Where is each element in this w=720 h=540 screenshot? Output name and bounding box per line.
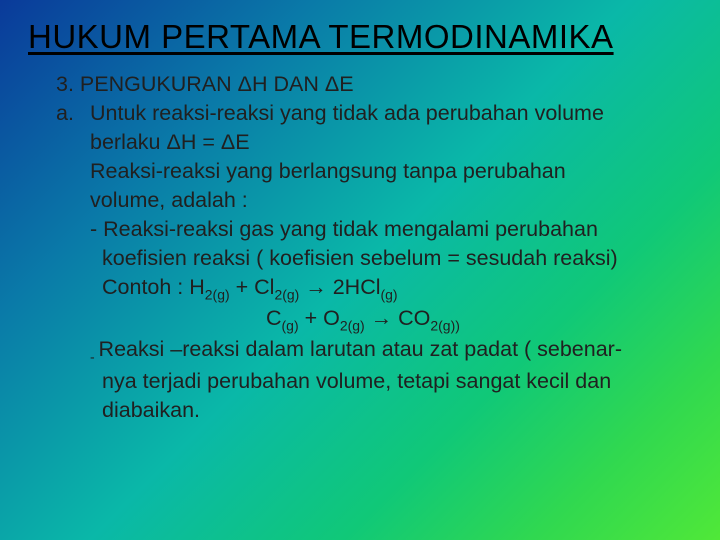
eq-text: → CO	[365, 306, 431, 330]
body-text: - Reaksi-reaksi gas yang tidak mengalami…	[90, 215, 692, 244]
body-text: berlaku ΔH = ΔE	[90, 128, 692, 157]
item-first-line: a.Untuk reaksi-reaksi yang tidak ada per…	[56, 99, 692, 128]
eq-sub: 2(g)	[205, 286, 230, 302]
eq-sub: (g)	[381, 286, 398, 302]
equation-line-2: C(g) + O2(g) → CO2(g))	[266, 304, 692, 335]
body-text: volume, adalah :	[90, 186, 692, 215]
body-text: koefisien reaksi ( koefisien sebelum = s…	[102, 244, 692, 273]
eq-text: Contoh : H	[102, 275, 205, 299]
eq-sub: 2(g))	[430, 318, 460, 334]
bullet-dash: -	[90, 349, 99, 365]
body-text: Untuk reaksi-reaksi yang tidak ada perub…	[90, 101, 604, 125]
eq-sub: 2(g)	[274, 286, 299, 302]
eq-sub: (g)	[282, 318, 299, 334]
eq-sub: 2(g)	[340, 318, 365, 334]
slide-body: 3. PENGUKURAN ΔH DAN ΔE a.Untuk reaksi-r…	[28, 70, 692, 425]
eq-text: + O	[299, 306, 340, 330]
item-label: a.	[56, 99, 90, 128]
section-number: 3.	[56, 72, 74, 96]
section-heading: PENGUKURAN ΔH DAN ΔE	[80, 72, 354, 96]
equation-line-1: Contoh : H2(g) + Cl2(g) → 2HCl(g)	[102, 273, 692, 304]
slide-title: HUKUM PERTAMA TERMODINAMIKA	[28, 18, 692, 56]
body-text: Reaksi –reaksi dalam larutan atau zat pa…	[99, 337, 622, 361]
eq-text: → 2HCl	[299, 275, 380, 299]
eq-text: C	[266, 306, 282, 330]
body-text: - Reaksi –reaksi dalam larutan atau zat …	[90, 335, 692, 366]
section-heading-line: 3. PENGUKURAN ΔH DAN ΔE	[56, 70, 692, 99]
body-text: nya terjadi perubahan volume, tetapi san…	[102, 367, 692, 396]
eq-text: + Cl	[230, 275, 275, 299]
body-text: Reaksi-reaksi yang berlangsung tanpa per…	[90, 157, 692, 186]
body-text: diabaikan.	[102, 396, 692, 425]
